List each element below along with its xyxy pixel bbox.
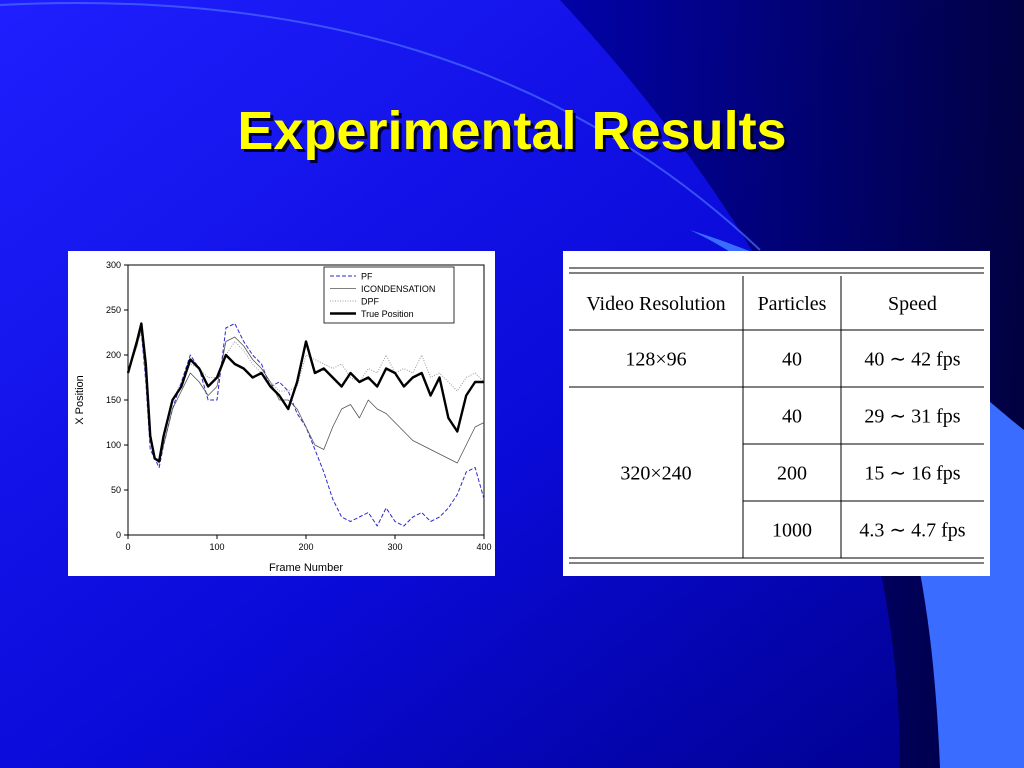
- legend-label: ICONDENSATION: [361, 284, 435, 294]
- table-header-cell: Particles: [758, 293, 827, 315]
- y-tick-label: 50: [111, 485, 121, 495]
- x-tick-label: 300: [387, 542, 402, 552]
- table-cell-resolution: 128×96: [625, 349, 686, 371]
- table-cell-speed: 4.3 ∼ 4.7 fps: [859, 520, 965, 542]
- table-cell-speed: 40 ∼ 42 fps: [864, 349, 960, 371]
- x-tick-label: 400: [476, 542, 491, 552]
- x-tick-label: 100: [209, 542, 224, 552]
- table-cell-speed: 15 ∼ 16 fps: [864, 463, 960, 485]
- series-line-true-position: [126, 322, 484, 463]
- table-cell-speed: 29 ∼ 31 fps: [864, 406, 960, 428]
- y-tick-label: 250: [106, 305, 121, 315]
- chart-canvas: 0 100 200 300 400 0 50 100 150 200 250 300 Frame Num…: [74, 260, 492, 574]
- table-cell-particles: 40: [782, 406, 802, 428]
- legend-label: True Position: [361, 309, 414, 319]
- table-cell-resolution: 320×240: [620, 463, 691, 485]
- slide-title: Experimental Results: [237, 101, 787, 161]
- series-line-pf: [127, 323, 485, 527]
- table-cell-particles: 40: [782, 349, 802, 371]
- table-cell-particles: 200: [777, 463, 807, 485]
- x-tick-label: 0: [125, 542, 130, 552]
- table-cell-particles: 1000: [772, 520, 812, 542]
- y-tick-label: 0: [116, 530, 121, 540]
- dark-corner-shape: [560, 0, 1024, 768]
- table-header-cell: Speed: [888, 293, 937, 315]
- x-axis-label: Frame Number: [269, 562, 343, 574]
- swoosh-line: [0, 2, 761, 251]
- y-axis-label: X Position: [74, 375, 86, 425]
- table-canvas: Video Resolution Particles Speed 128×96 40 40…: [569, 267, 984, 564]
- y-tick-label: 150: [106, 395, 121, 405]
- y-tick-label: 100: [106, 440, 121, 450]
- y-tick-label: 300: [106, 260, 121, 270]
- series-line-icondensation: [127, 327, 485, 464]
- legend-label: DPF: [361, 297, 380, 307]
- legend-label: PF: [361, 272, 373, 282]
- x-tick-label: 200: [298, 542, 313, 552]
- y-tick-label: 200: [106, 350, 121, 360]
- line-chart: 0 100 200 300 400 0 50 100 150 200 250 300 Frame Num…: [68, 251, 495, 576]
- results-table: Video Resolution Particles Speed 128×96 40 40…: [563, 251, 990, 576]
- table-header-cell: Video Resolution: [586, 293, 725, 315]
